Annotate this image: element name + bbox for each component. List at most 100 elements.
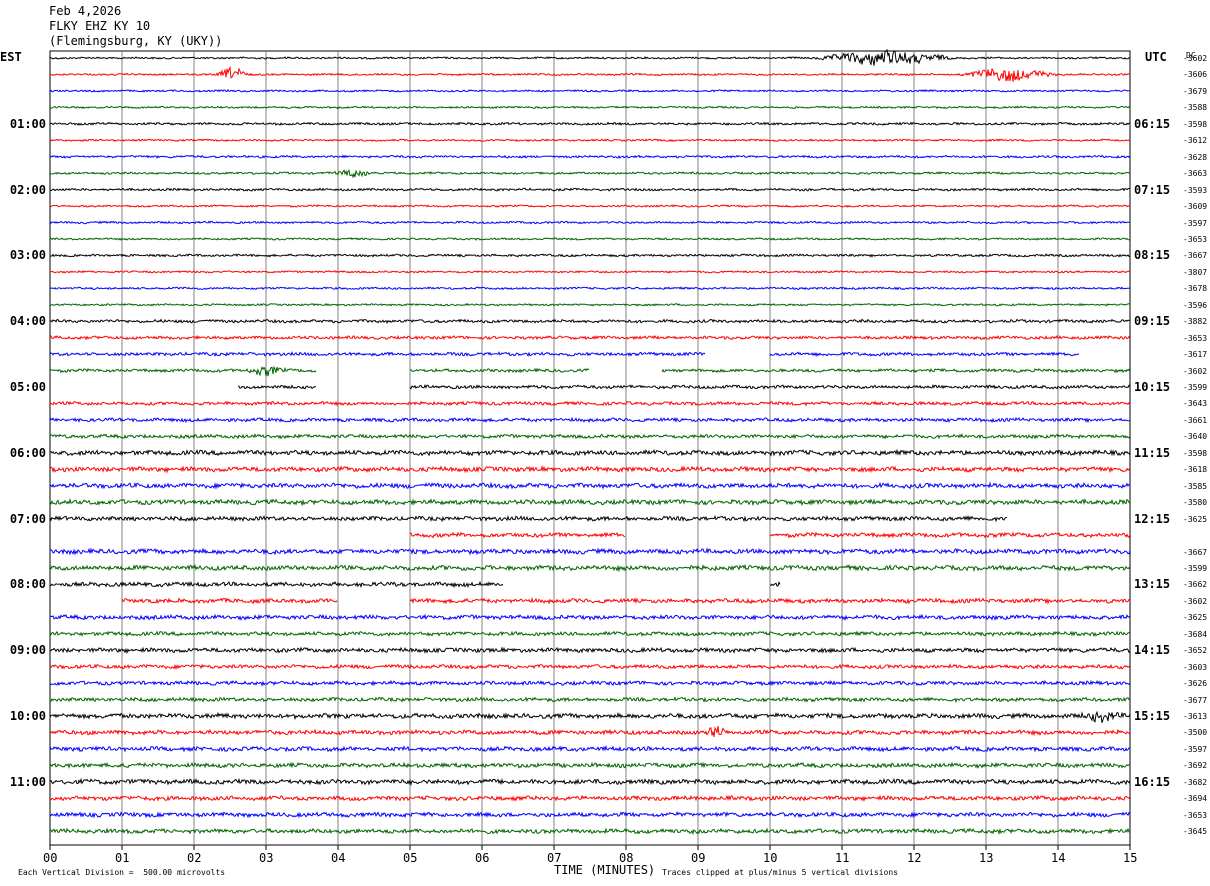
trace-line <box>49 400 1131 407</box>
trace-line <box>49 744 1131 753</box>
trace-line <box>49 220 1131 225</box>
dc-offset-label: -3667 <box>1183 251 1208 261</box>
trace-line <box>49 169 1131 179</box>
dc-offset-label: -3625 <box>1183 514 1208 524</box>
dc-offset-label: -3585 <box>1183 481 1208 491</box>
x-tick-label: 01 <box>115 851 130 865</box>
trace-line <box>49 761 1131 769</box>
dc-offset-label: -3653 <box>1183 810 1208 820</box>
trace-line <box>49 105 1131 110</box>
utc-hour-label: 07:15 <box>1134 182 1171 197</box>
trace-line <box>50 352 1130 356</box>
trace-line <box>49 646 1131 655</box>
header-station: FLKY EHZ KY 10 <box>49 19 151 33</box>
est-hour-label: 01:00 <box>9 116 46 131</box>
utc-hour-label: 08:15 <box>1134 248 1171 263</box>
est-hour-label: 07:00 <box>9 511 46 526</box>
utc-hour-label: 14:15 <box>1134 643 1171 658</box>
dc-offset-label: -3609 <box>1183 202 1208 212</box>
x-tick-label: 00 <box>43 851 58 865</box>
x-tick-label: 10 <box>763 851 778 865</box>
trace-line <box>50 696 1131 704</box>
header-date: Feb 4,2026 <box>49 4 122 18</box>
x-tick-label: 06 <box>475 851 490 865</box>
est-hour-label: 02:00 <box>9 182 46 197</box>
dc-offset-label: -3593 <box>1183 185 1208 195</box>
x-tick-label: 07 <box>547 851 562 865</box>
est-hour-label: 03:00 <box>9 248 46 263</box>
dc-offset-label: -3679 <box>1183 86 1208 96</box>
trace-line <box>49 187 1130 192</box>
trace-line <box>49 253 1131 258</box>
trace-line <box>49 154 1131 159</box>
utc-hour-label: 11:15 <box>1134 445 1171 460</box>
dc-offset-label: -3653 <box>1183 234 1208 244</box>
dc-offset-label: -3640 <box>1183 432 1208 442</box>
x-tick-label: 05 <box>403 851 418 865</box>
trace-line <box>121 597 1131 605</box>
dc-offset-label: -3643 <box>1183 399 1208 409</box>
right-timezone-label: UTC <box>1145 50 1167 64</box>
dc-offset-label: -3663 <box>1183 169 1208 179</box>
x-tick-label: 12 <box>907 851 922 865</box>
trace-line <box>49 663 1131 671</box>
dc-offset-label: -3598 <box>1183 119 1208 129</box>
dc-offset-label: -3617 <box>1183 350 1208 360</box>
dc-offset-label: -3599 <box>1183 563 1208 573</box>
dc-offset-label: -3598 <box>1183 448 1208 458</box>
dc-offset-label: -3603 <box>1183 662 1208 672</box>
dc-offset-label: -3677 <box>1183 695 1208 705</box>
trace-line <box>49 810 1131 819</box>
dc-offset-label: -3882 <box>1183 317 1208 327</box>
trace-line <box>49 498 1131 507</box>
utc-hour-label: 16:15 <box>1134 774 1171 789</box>
trace-line <box>49 48 1131 66</box>
utc-hour-label: 13:15 <box>1134 577 1171 592</box>
utc-hour-label: 15:15 <box>1134 709 1171 723</box>
trace-line <box>49 121 1131 126</box>
est-hour-label: 05:00 <box>9 380 46 394</box>
est-hour-label: 06:00 <box>9 445 46 460</box>
trace-line <box>49 563 1131 573</box>
trace-line <box>49 827 1131 836</box>
plot-frame <box>49 50 1131 846</box>
header-location: (Flemingsburg, KY (UKY)) <box>49 34 223 48</box>
dc-offset-label: -3596 <box>1183 300 1208 310</box>
x-tick-label: 08 <box>619 851 634 865</box>
dc-offset-label: -3628 <box>1183 152 1208 162</box>
dc-label: DC <box>1186 51 1196 60</box>
utc-hour-label: 10:15 <box>1134 380 1171 394</box>
dc-offset-label: -3602 <box>1183 54 1208 63</box>
trace-line <box>50 516 1130 521</box>
trace-line <box>49 334 1131 341</box>
dc-offset-label: -3692 <box>1183 761 1208 771</box>
trace-line <box>50 582 1130 587</box>
est-hour-label: 04:00 <box>9 314 46 329</box>
est-hour-label: 10:00 <box>9 709 46 723</box>
dc-offset-label: -3625 <box>1183 613 1208 623</box>
dc-offset-label: -3652 <box>1183 646 1208 656</box>
trace-line <box>49 794 1131 803</box>
dc-offset-label: -3612 <box>1183 136 1208 146</box>
dc-offset-label: -3682 <box>1183 777 1208 787</box>
dc-offset-label: -3807 <box>1183 267 1208 277</box>
x-axis-title: TIME (MINUTES) <box>554 863 656 877</box>
trace-line <box>49 630 1131 638</box>
trace-line <box>49 547 1131 556</box>
utc-hour-label: 06:15 <box>1134 116 1171 131</box>
dc-offset-label: -3597 <box>1183 744 1208 754</box>
utc-hour-label: 09:15 <box>1134 314 1171 329</box>
x-tick-label: 15 <box>1123 851 1138 865</box>
dc-offset-label: -3599 <box>1183 383 1208 392</box>
dc-offset-label: -3662 <box>1183 580 1208 590</box>
trace-line <box>49 710 1131 723</box>
dc-offset-label: -3597 <box>1183 218 1208 228</box>
trace-line <box>49 318 1131 324</box>
x-tick-label: 11 <box>835 851 850 865</box>
trace-line <box>49 302 1131 307</box>
x-tick-label: 14 <box>1051 851 1066 865</box>
trace-line <box>49 286 1131 291</box>
utc-hour-label: 12:15 <box>1134 511 1171 526</box>
trace-line <box>237 384 1131 390</box>
